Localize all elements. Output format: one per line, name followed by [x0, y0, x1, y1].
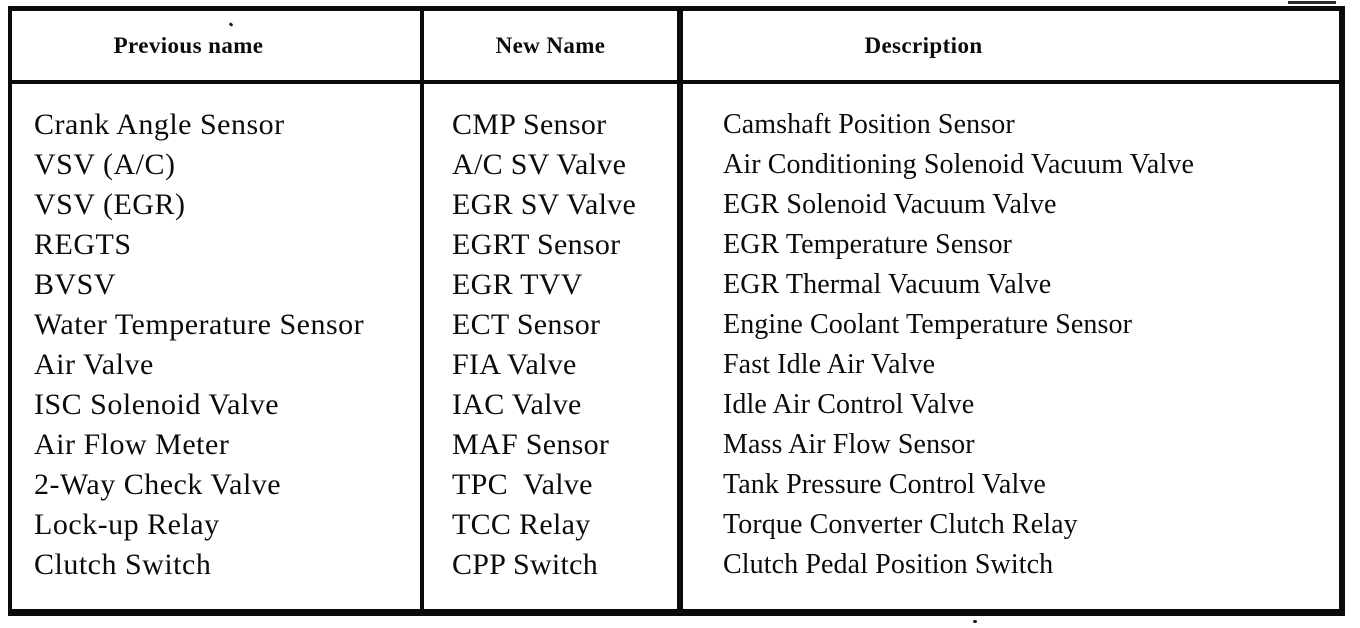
cell-new-name: CPP Switch	[420, 545, 680, 613]
cell-description: Tank Pressure Control Valve	[677, 465, 1342, 505]
header-row: Previous name New Name Description	[10, 8, 1342, 84]
cell-new-name: EGR SV Valve	[420, 185, 680, 225]
cell-description: Torque Converter Clutch Relay	[677, 505, 1342, 545]
scan-speck	[973, 620, 977, 623]
cell-previous-name: 2-Way Check Valve	[34, 468, 282, 501]
cell-previous-name: Air Valve	[34, 348, 154, 381]
cell-new-name: MAF Sensor	[420, 425, 680, 465]
cell-description: Engine Coolant Temperature Sensor	[677, 305, 1342, 345]
terminology-rename-table: Previous name New Name Description Crank…	[8, 6, 1345, 616]
table-row: Crank Angle Sensor CMP Sensor Camshaft P…	[10, 82, 1342, 145]
cell-description: EGR Solenoid Vacuum Valve	[677, 185, 1342, 225]
cell-previous-name: REGTS	[34, 228, 132, 261]
cell-description: Mass Air Flow Sensor	[677, 425, 1342, 465]
table-row: Clutch Switch CPP Switch Clutch Pedal Po…	[10, 545, 1342, 613]
cell-new-name: IAC Valve	[420, 385, 680, 425]
table-header: Previous name New Name Description	[10, 8, 1342, 84]
cell-description: EGR Thermal Vacuum Valve	[677, 265, 1342, 305]
cell-new-name: TPC Valve	[420, 465, 680, 505]
cell-description: Clutch Pedal Position Switch	[677, 545, 1342, 613]
table-row: Lock-up Relay TCC Relay Torque Converter…	[10, 505, 1342, 545]
cell-previous-name: Lock-up Relay	[34, 508, 220, 541]
cell-previous-name: Crank Angle Sensor	[34, 108, 285, 141]
table-row: Air Valve FIA Valve Fast Idle Air Valve	[10, 345, 1342, 385]
cell-description: Fast Idle Air Valve	[677, 345, 1342, 385]
table-row: VSV (A/C) A/C SV Valve Air Conditioning …	[10, 145, 1342, 185]
table-row: Air Flow Meter MAF Sensor Mass Air Flow …	[10, 425, 1342, 465]
cell-new-name: EGRT Sensor	[420, 225, 680, 265]
column-header-previous-name: Previous name	[10, 8, 422, 84]
cell-description: Idle Air Control Valve	[677, 385, 1342, 425]
cell-new-name: ECT Sensor	[420, 305, 680, 345]
table-row: VSV (EGR) EGR SV Valve EGR Solenoid Vacu…	[10, 185, 1342, 225]
table-row: BVSV EGR TVV EGR Thermal Vacuum Valve	[10, 265, 1342, 305]
table-row: 2-Way Check Valve TPC Valve Tank Pressur…	[10, 465, 1342, 505]
cell-description: Camshaft Position Sensor	[677, 82, 1342, 145]
table-body: Crank Angle Sensor CMP Sensor Camshaft P…	[10, 82, 1342, 613]
scan-smudge	[1288, 1, 1336, 4]
cell-new-name: A/C SV Valve	[420, 145, 680, 185]
cell-previous-name: Air Flow Meter	[34, 428, 230, 461]
cell-previous-name: VSV (A/C)	[34, 148, 176, 181]
cell-new-name: CMP Sensor	[420, 82, 680, 145]
cell-description: Air Conditioning Solenoid Vacuum Valve	[677, 145, 1342, 185]
cell-previous-name: BVSV	[34, 268, 117, 301]
table-row: ISC Solenoid Valve IAC Valve Idle Air Co…	[10, 385, 1342, 425]
column-header-description: Description	[677, 8, 1342, 84]
cell-new-name: FIA Valve	[420, 345, 680, 385]
cell-previous-name: Water Temperature Sensor	[34, 308, 365, 341]
column-header-new-name: New Name	[420, 8, 680, 84]
cell-previous-name: VSV (EGR)	[34, 188, 186, 221]
cell-previous-name: Clutch Switch	[34, 548, 212, 581]
table-row: REGTS EGRT Sensor EGR Temperature Sensor	[10, 225, 1342, 265]
cell-new-name: EGR TVV	[420, 265, 680, 305]
cell-previous-name: ISC Solenoid Valve	[34, 388, 280, 421]
cell-new-name: TCC Relay	[420, 505, 680, 545]
cell-description: EGR Temperature Sensor	[677, 225, 1342, 265]
table-row: Water Temperature Sensor ECT Sensor Engi…	[10, 305, 1342, 345]
